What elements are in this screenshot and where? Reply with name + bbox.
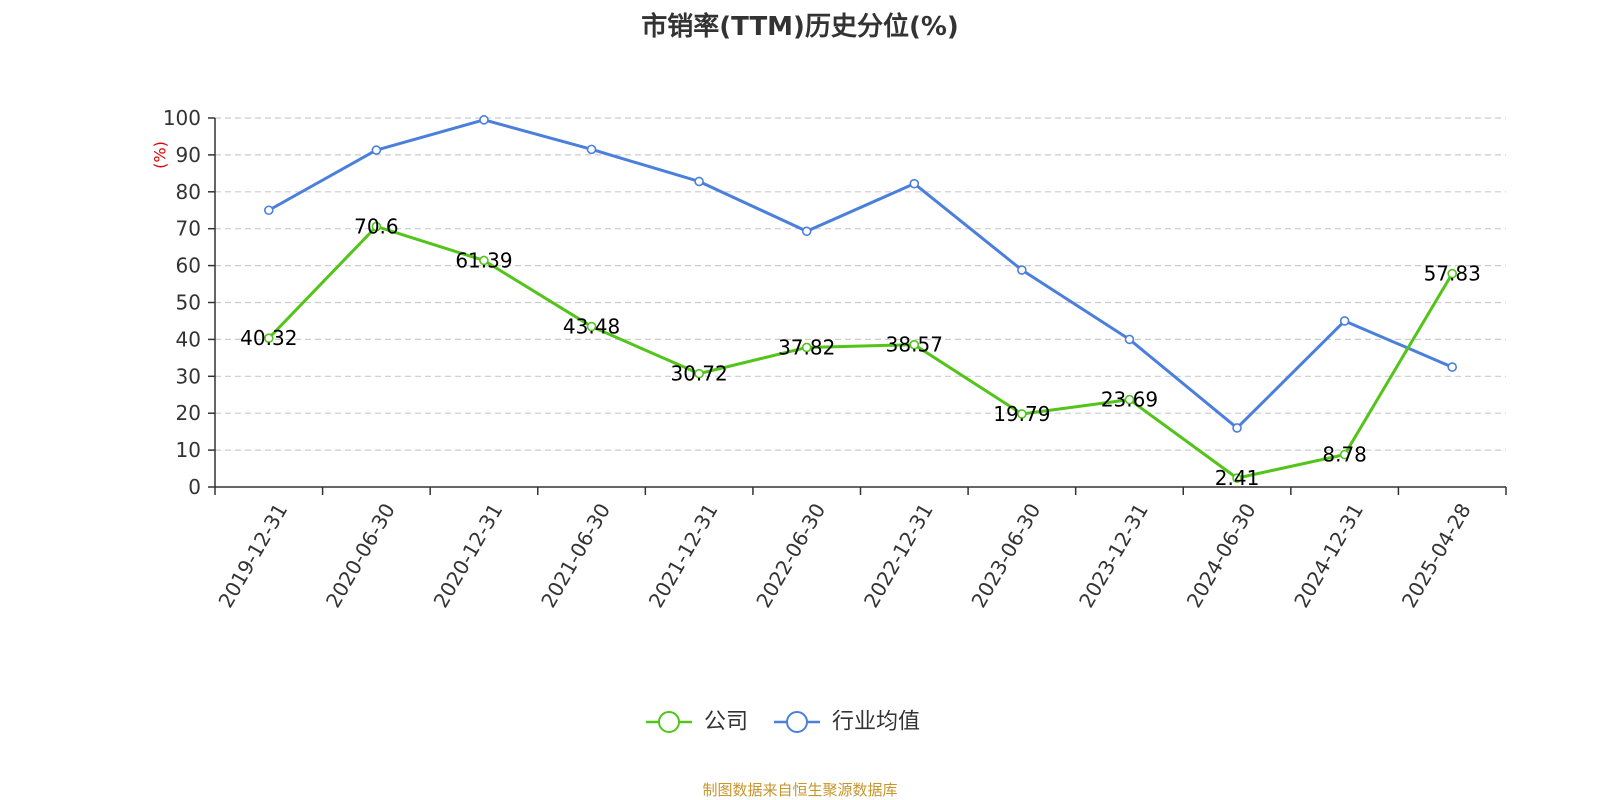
x-tick-label: 2024-06-30 — [1182, 499, 1261, 612]
y-tick-label: 50 — [176, 291, 201, 315]
data-label: 70.6 — [354, 214, 399, 238]
legend-item-industry-average: 行业均值 — [774, 710, 920, 735]
data-label: 38.57 — [886, 333, 943, 357]
y-tick-label: 0 — [188, 475, 201, 499]
data-point — [801, 342, 812, 353]
data-point — [1339, 316, 1350, 326]
data-point — [263, 205, 274, 216]
y-tick-label: 100 — [163, 106, 201, 130]
x-tick-label: 2024-12-31 — [1289, 499, 1368, 612]
x-tick-label: 2022-12-31 — [859, 499, 938, 612]
data-point — [694, 368, 704, 379]
series-line-industry-average — [268, 118, 1453, 430]
data-label: 2.41 — [1215, 466, 1260, 490]
legend-item-company: 公司 — [646, 710, 748, 735]
y-tick-label: 60 — [176, 254, 201, 278]
data-point — [909, 339, 920, 350]
data-label: 8.78 — [1322, 443, 1367, 467]
x-tick-label: 2021-06-30 — [536, 499, 615, 612]
data-labels: 40.32 70.6 61.39 43.48 30.72 37.82 38.57 19.79 2… — [240, 214, 1481, 490]
legend-marker — [786, 711, 808, 733]
x-tick-label: 2020-06-30 — [321, 499, 400, 612]
data-label: 23.69 — [1101, 388, 1158, 412]
y-tick-label: 30 — [176, 364, 201, 388]
data-point — [371, 145, 382, 155]
y-tick-label: 90 — [176, 143, 201, 167]
data-point — [1124, 334, 1135, 345]
x-tick-label: 2023-06-30 — [966, 499, 1045, 612]
y-tick-label: 40 — [176, 327, 201, 351]
series — [263, 115, 1458, 483]
data-point — [1017, 409, 1027, 419]
x-tick-label: 2023-12-31 — [1074, 499, 1153, 612]
data-label: 57.83 — [1424, 262, 1481, 286]
data-label: 61.39 — [455, 248, 512, 272]
data-point — [909, 178, 920, 189]
data-point — [1232, 423, 1242, 433]
series-line-company — [267, 224, 1454, 480]
data-point — [586, 144, 597, 155]
y-axis-title: (%) — [151, 141, 170, 169]
data-point — [479, 255, 489, 266]
legend-marker — [658, 711, 680, 733]
data-label: 37.82 — [778, 335, 835, 359]
data-label: 43.48 — [563, 315, 620, 339]
data-point — [694, 176, 704, 187]
data-point — [801, 226, 812, 237]
x-tick-label: 2022-06-30 — [751, 499, 830, 612]
data-label: 40.32 — [240, 326, 297, 350]
legend-label: 公司 — [704, 710, 748, 735]
grid-lines — [215, 117, 1506, 451]
x-tick-label: 2021-12-31 — [644, 499, 723, 612]
data-point — [586, 321, 597, 332]
data-label: 19.79 — [993, 402, 1050, 426]
data-point — [1124, 394, 1135, 405]
y-tick-label: 20 — [176, 401, 201, 425]
legend: 公司 行业均值 — [646, 710, 920, 735]
y-tick-label: 80 — [176, 180, 201, 204]
chart-title: 市销率(TTM)历史分位(%) — [641, 12, 959, 42]
source-note: 制图数据来自恒生聚源数据库 — [702, 781, 898, 799]
y-tick-label: 70 — [176, 217, 201, 241]
data-point — [263, 333, 274, 344]
x-tick-label: 2019-12-31 — [213, 499, 292, 612]
data-point — [1339, 449, 1350, 460]
legend-label: 行业均值 — [832, 710, 920, 735]
data-point — [1017, 265, 1027, 275]
x-tick-label: 2025-04-28 — [1397, 499, 1476, 612]
x-tick-label: 2020-12-31 — [429, 499, 508, 612]
data-point — [371, 221, 382, 232]
data-point — [479, 115, 489, 125]
data-point — [1447, 268, 1458, 279]
data-point — [1232, 473, 1242, 483]
data-point — [1447, 362, 1458, 372]
data-label: 30.72 — [670, 362, 727, 386]
y-tick-label: 10 — [176, 438, 201, 462]
